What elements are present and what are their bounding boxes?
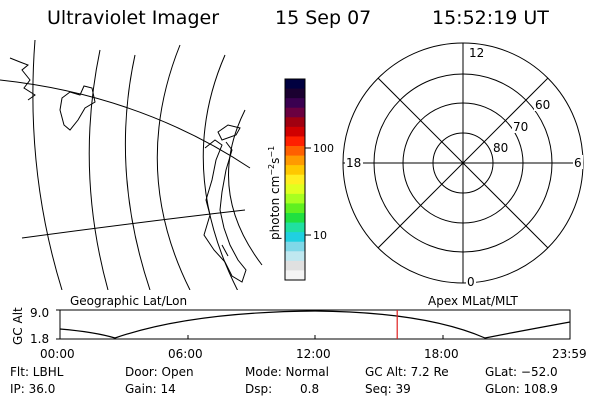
- map-arc: [124, 54, 151, 290]
- mlat-label-80: 80: [493, 141, 508, 155]
- coastline: [9, 57, 36, 101]
- altitude-ytick-bottom: 1.8: [30, 332, 49, 346]
- instrument-title: Ultraviolet Imager: [47, 7, 220, 29]
- polar-plot: [342, 42, 584, 284]
- colorbar-segment: [285, 98, 305, 109]
- xtick-label-1800: 18:00: [424, 347, 459, 361]
- colorbar-segment: [285, 136, 305, 147]
- map-arc: [228, 109, 263, 266]
- xtick-label-1200: 12:00: [296, 347, 331, 361]
- colorbar-segment: [285, 184, 305, 195]
- dsp-label: Dsp:: [245, 382, 273, 396]
- colorbar-segment: [285, 117, 305, 128]
- colorbar-segment: [285, 213, 305, 224]
- colorbar-segment: [285, 203, 305, 214]
- xtick-label-0000: 00:00: [40, 347, 75, 361]
- colorbar-segment: [285, 107, 305, 118]
- colorbar-segment: [285, 165, 305, 176]
- xtick-label-0600: 06:00: [168, 347, 203, 361]
- geographic-caption: Geographic Lat/Lon: [70, 294, 187, 308]
- dsp-value: 0.8: [300, 382, 320, 396]
- colorbar-segment: [285, 222, 305, 233]
- colorbar-segment: [285, 88, 305, 99]
- colorbar-segment: [285, 241, 305, 252]
- mlt-label-12: 12: [469, 46, 484, 60]
- polar-diagonal: [377, 77, 549, 249]
- colorbar-segment: [285, 126, 305, 138]
- altitude-ylabel: GC Alt: [11, 307, 25, 345]
- colorbar-tick-label-100: 100: [313, 142, 334, 155]
- mlt-label-6: 6: [574, 156, 582, 170]
- colorbar-segment: [285, 193, 305, 205]
- glat-status: GLat: −52.0: [485, 365, 558, 379]
- map-arc: [156, 44, 191, 290]
- ip-status: IP: 36.0: [10, 382, 56, 396]
- mode-status: Mode: Normal: [245, 365, 329, 379]
- map-meridian: [0, 79, 251, 169]
- colorbar-segment: [285, 260, 305, 272]
- map-arc: [32, 40, 63, 290]
- glon-status: GLon: 108.9: [485, 382, 558, 396]
- altitude-ytick-top: 9.0: [30, 306, 49, 320]
- colorbar-segment: [285, 174, 305, 185]
- altitude-plot-frame: [59, 309, 571, 340]
- coastline: [217, 124, 241, 141]
- colorbar-unit-label: photon cm−2s−1: [267, 146, 282, 240]
- colorbar-segment: [285, 270, 305, 281]
- mlt-label-18: 18: [346, 156, 361, 170]
- mlat-label-70: 70: [513, 120, 528, 134]
- gain-status: Gain: 14: [125, 382, 176, 396]
- colorbar: [285, 79, 305, 281]
- mlat-label-60: 60: [535, 98, 550, 112]
- map-arc: [88, 49, 109, 290]
- gc-alt-status: GC Alt: 7.2 Re: [365, 365, 449, 379]
- door-status: Door: Open: [125, 365, 194, 379]
- colorbar-segment: [285, 232, 305, 243]
- colorbar-segment: [285, 251, 305, 262]
- filter-status: Flt: LBHL: [10, 365, 64, 379]
- map-latitude-line: [21, 209, 246, 239]
- coastline: [221, 244, 229, 257]
- seq-status: Seq: 39: [365, 382, 411, 396]
- colorbar-segment: [285, 155, 305, 166]
- colorbar-frame: [284, 78, 306, 281]
- mlt-label-0: 0: [467, 275, 475, 289]
- date-label: 15 Sep 07: [275, 7, 372, 29]
- altitude-curve: [59, 310, 571, 339]
- time-label: 15:52:19 UT: [432, 7, 549, 29]
- geographic-map: [0, 40, 263, 290]
- xtick-label-2359: 23:59: [552, 347, 587, 361]
- coastline: [203, 139, 247, 283]
- coastline: [59, 85, 96, 131]
- colorbar-segment: [285, 79, 305, 90]
- colorbar-segment: [285, 146, 305, 157]
- altitude-plot: [56, 309, 571, 340]
- apex-caption: Apex MLat/MLT: [428, 294, 518, 308]
- colorbar-tick-label-10: 10: [313, 229, 327, 242]
